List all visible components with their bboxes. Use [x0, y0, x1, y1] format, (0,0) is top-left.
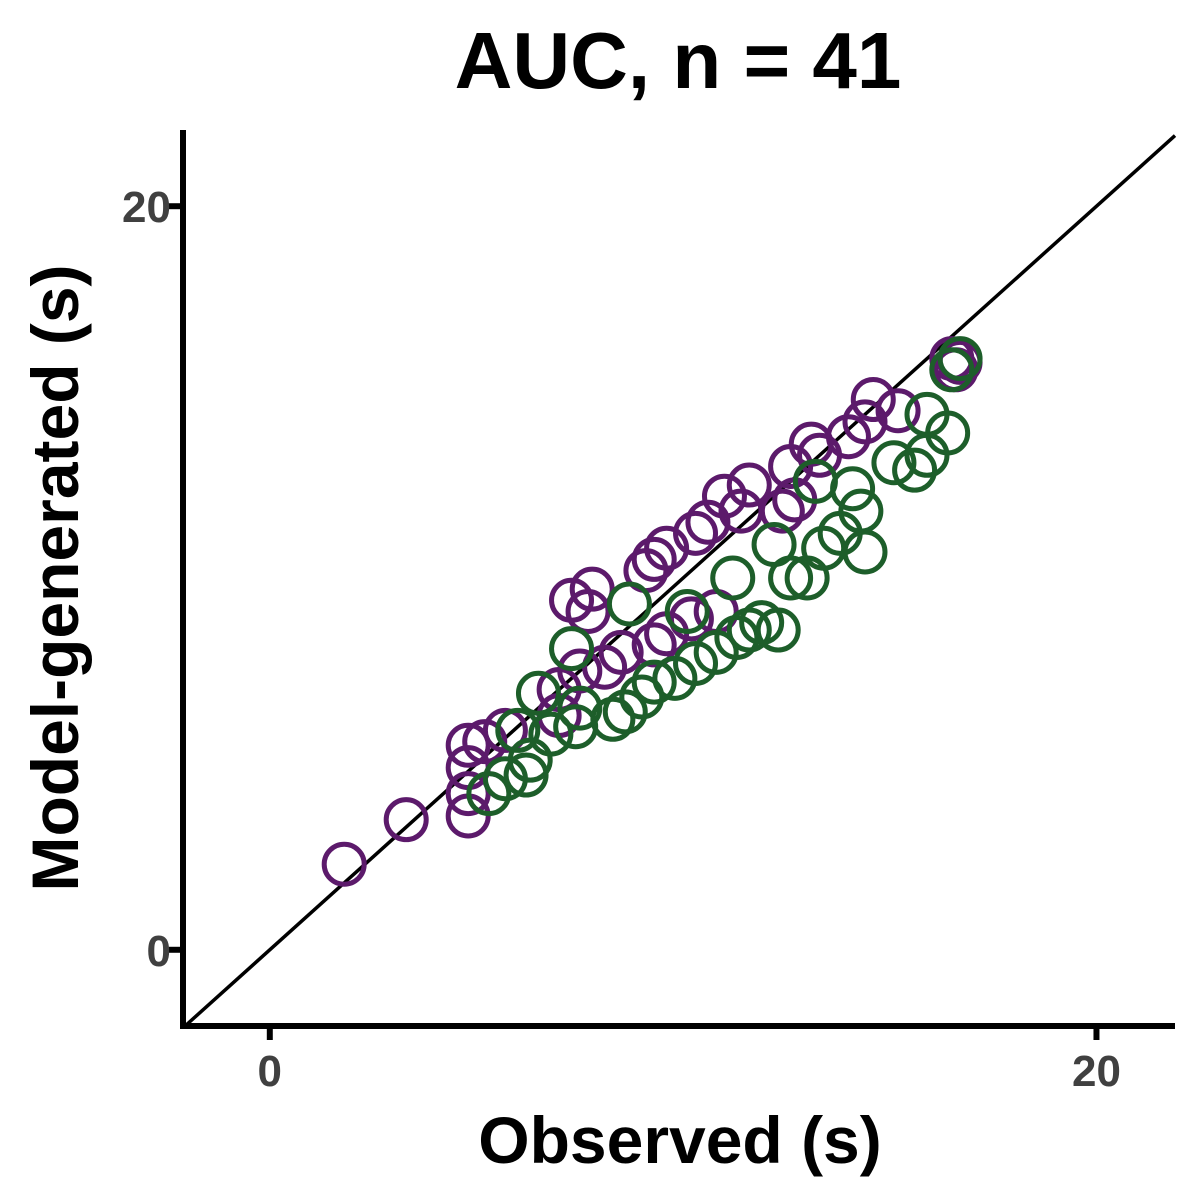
y-tick-label-0: 0: [147, 927, 171, 976]
data-point-s1-27: [701, 473, 747, 519]
data-point-s1-11: [557, 648, 603, 694]
data-point-s2-39: [549, 626, 595, 672]
data-point-s2-40: [515, 670, 561, 716]
data-point-s2-27: [892, 447, 938, 493]
data-point-s2-26: [871, 440, 917, 486]
data-point-s2-25: [830, 466, 876, 512]
x-tick-label-20: 20: [1072, 1047, 1121, 1096]
data-point-s2-32: [904, 391, 950, 437]
data-point-s1-22: [631, 536, 677, 582]
data-point-s1-23: [644, 525, 690, 571]
data-point-s2-5: [495, 707, 541, 753]
data-point-s2-34: [792, 458, 838, 504]
data-point-s2-12: [631, 659, 677, 705]
data-point-s1-6: [445, 722, 491, 768]
data-point-s1-40: [759, 488, 805, 534]
data-point-s2-6: [528, 711, 574, 757]
data-point-s1-14: [631, 622, 677, 668]
data-point-s1-20: [565, 588, 611, 634]
plot-area: 0 20 0 20: [122, 130, 1177, 1096]
data-point-s2-35: [751, 522, 797, 568]
y-tick-label-20: 20: [122, 183, 171, 232]
chart-title: AUC, n = 41: [455, 16, 902, 105]
data-point-s1-16: [668, 596, 714, 642]
data-point-s1-24: [673, 510, 719, 556]
data-point-s1-19: [569, 566, 615, 612]
data-point-s1-13: [598, 629, 644, 675]
identity-line: [183, 134, 1177, 1028]
x-axis-label: Observed (s): [478, 1103, 881, 1177]
data-point-s1-8: [482, 707, 528, 753]
data-point-s1-28: [726, 462, 772, 508]
data-point-s2-11: [619, 674, 665, 720]
data-point-s2-19: [755, 607, 801, 653]
data-point-s2-37: [664, 588, 710, 634]
data-point-s1-12: [582, 644, 628, 690]
data-point-s1-1: [321, 841, 367, 887]
data-point-s2-8: [557, 685, 603, 731]
data-point-s1-33: [875, 388, 921, 434]
data-point-s2-31: [929, 347, 975, 393]
data-point-s2-30: [937, 336, 983, 382]
data-point-s1-4: [445, 771, 491, 817]
x-tick-label-0: 0: [258, 1047, 282, 1096]
data-point-s2-33: [842, 529, 888, 575]
data-point-s1-37: [850, 377, 896, 423]
data-point-s1-32: [842, 399, 888, 445]
y-axis-label: Model-generated (s): [18, 264, 92, 891]
data-point-s2-38: [606, 581, 652, 627]
data-point-s2-10: [602, 689, 648, 735]
data-point-s1-2: [383, 797, 429, 843]
data-point-s2-1: [466, 771, 512, 817]
data-point-s2-36: [710, 555, 756, 601]
